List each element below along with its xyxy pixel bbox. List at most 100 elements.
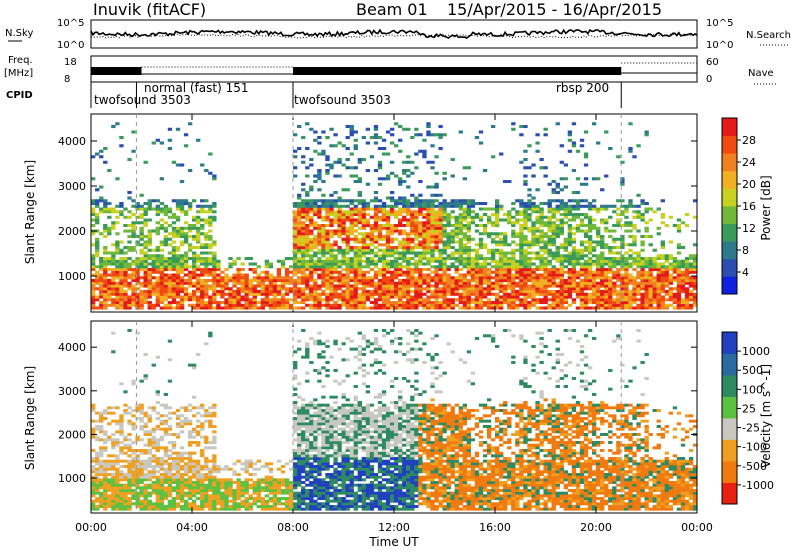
power-cell <box>446 213 451 217</box>
power-cell <box>527 306 532 310</box>
power-cell <box>644 306 649 310</box>
power-cell <box>624 287 629 291</box>
power-cell <box>551 270 556 274</box>
power-cell <box>482 295 488 299</box>
power-cell <box>434 257 439 261</box>
power-cell <box>563 163 569 167</box>
power-colorbar-segment <box>722 135 737 154</box>
power-cell <box>305 268 310 272</box>
power-cell <box>652 301 657 305</box>
power-cell <box>293 246 298 250</box>
power-cell <box>632 259 637 263</box>
power-cell <box>583 204 589 208</box>
velocity-cell <box>103 489 108 492</box>
power-cell <box>551 229 556 233</box>
power-cell <box>216 284 221 288</box>
power-cell <box>365 259 371 263</box>
velocity-cell <box>131 441 136 444</box>
power-cell <box>135 306 140 310</box>
velocity-cell <box>111 475 116 479</box>
power-cell <box>95 276 100 280</box>
power-cell <box>187 243 193 247</box>
power-cell <box>200 281 205 285</box>
power-cell <box>264 295 270 299</box>
power-cell <box>531 281 536 285</box>
power-cell <box>155 204 160 208</box>
power-cell <box>91 210 96 214</box>
power-cell <box>349 125 354 129</box>
power-cell <box>652 295 657 299</box>
power-cell <box>345 290 350 294</box>
power-cell <box>551 243 556 247</box>
power-cell <box>587 257 593 261</box>
power-cell <box>640 235 645 239</box>
power-cell <box>236 306 241 310</box>
power-cell <box>139 229 144 233</box>
power-cell <box>620 204 625 208</box>
power-cell <box>539 158 544 162</box>
power-cell <box>325 210 330 214</box>
power-cell <box>337 273 342 277</box>
power-cell <box>252 287 257 291</box>
power-cell <box>228 301 233 305</box>
power-cell <box>252 292 257 296</box>
power-cell <box>309 185 314 189</box>
power-cell <box>406 213 411 217</box>
power-cell <box>228 276 233 280</box>
power-cell <box>692 295 698 299</box>
power-cell <box>684 287 690 291</box>
power-cell <box>313 262 318 266</box>
power-cell <box>260 270 266 274</box>
power-cell <box>325 284 330 288</box>
power-cell <box>167 290 173 294</box>
power-cell <box>305 174 310 178</box>
power-cell <box>591 290 597 294</box>
power-cell <box>495 207 500 211</box>
velocity-cell <box>147 430 152 434</box>
power-cell <box>600 298 605 302</box>
power-cell <box>103 210 108 214</box>
power-cell <box>95 270 100 274</box>
power-cell <box>434 215 439 219</box>
power-cell <box>192 281 197 285</box>
power-cell <box>260 287 266 291</box>
power-cell <box>337 270 342 274</box>
power-cell <box>365 213 371 217</box>
power-cell <box>135 202 140 206</box>
power-cell <box>624 229 629 233</box>
power-cell <box>531 221 536 225</box>
power-cell <box>612 273 617 277</box>
velocity-cell <box>139 427 144 431</box>
power-cell <box>244 292 249 296</box>
power-cell <box>381 298 387 302</box>
velocity-cell <box>143 374 148 378</box>
power-cell <box>458 232 463 236</box>
power-cell <box>676 226 682 230</box>
power-cell <box>551 254 556 258</box>
power-cell <box>587 251 593 255</box>
power-cell <box>305 298 310 302</box>
power-cell <box>317 235 322 239</box>
power-cell <box>321 130 326 134</box>
power-cell <box>224 301 229 305</box>
velocity-cell <box>119 425 124 428</box>
power-cell <box>361 295 367 299</box>
power-cell <box>470 301 476 305</box>
power-cell <box>115 122 120 126</box>
power-cell <box>692 303 698 307</box>
power-cell <box>341 237 346 241</box>
power-cell <box>551 207 556 211</box>
power-cell <box>264 262 270 266</box>
power-cell <box>442 210 447 214</box>
power-cell <box>272 284 278 288</box>
power-cell <box>389 141 395 145</box>
power-cell <box>123 262 128 266</box>
power-cell <box>426 306 431 310</box>
power-cell <box>317 276 322 280</box>
power-cell <box>95 243 100 247</box>
power-cell <box>200 303 205 307</box>
power-cell <box>196 290 201 294</box>
power-cell <box>91 284 96 288</box>
power-cell <box>418 298 423 302</box>
velocity-cell <box>167 339 173 343</box>
